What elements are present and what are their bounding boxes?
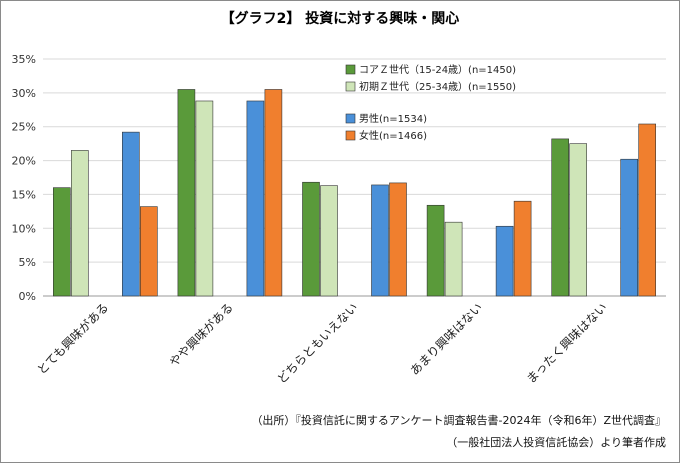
- category-label: あまり興味はない: [407, 300, 485, 378]
- legend-label: 女性(n=1466): [359, 129, 427, 142]
- source-line-1: （出所）『投資信託に関するアンケート調査報告書-2024年（令和6年）Z世代調査…: [251, 413, 666, 427]
- y-tick-label: 10%: [12, 222, 36, 235]
- bar: [122, 131, 140, 297]
- bar: [302, 181, 320, 297]
- legend-swatch: [345, 64, 356, 75]
- legend-swatch: [345, 130, 356, 141]
- bar: [195, 100, 214, 297]
- bar: [620, 158, 639, 297]
- legend-label: 初期Ｚ世代（25-34歳）(n=1550): [359, 80, 516, 93]
- y-tick-label: 0%: [19, 290, 36, 303]
- category-label: どちらともいえない: [275, 300, 361, 386]
- y-tick-label: 20%: [12, 155, 36, 168]
- legend-swatch: [345, 113, 356, 124]
- bar: [264, 89, 283, 297]
- chart-title: 【グラフ2】 投資に対する興味・関心: [221, 10, 460, 27]
- y-tick-label: 30%: [12, 87, 36, 100]
- bar: [371, 184, 389, 297]
- bar: [52, 187, 71, 297]
- bar: [320, 185, 338, 297]
- bar: [140, 206, 158, 297]
- bar: [426, 204, 445, 297]
- bar: [551, 138, 570, 297]
- legend-label: コアＺ世代（15-24歳）(n=1450): [359, 64, 516, 76]
- y-tick-label: 15%: [12, 188, 36, 201]
- bar: [513, 200, 532, 297]
- legend-label: 男性(n=1534): [359, 112, 427, 125]
- bar: [246, 100, 265, 297]
- y-tick-label: 25%: [12, 121, 36, 134]
- bar: [389, 182, 407, 297]
- source-line-2: （一般社団法人投資信託協会）より筆者作成: [446, 435, 666, 449]
- category-label: とても興味がある: [34, 300, 112, 378]
- category-label: やや興味がある: [166, 300, 236, 370]
- y-tick-label: 35%: [12, 53, 36, 66]
- bar: [638, 123, 657, 297]
- legend-swatch: [345, 81, 356, 92]
- category-label: まったく興味はない: [524, 300, 610, 386]
- bar: [495, 225, 514, 297]
- bar: [444, 221, 463, 297]
- y-tick-label: 5%: [19, 256, 36, 269]
- bar: [177, 89, 196, 297]
- bar: [569, 143, 588, 297]
- bar: [71, 150, 89, 297]
